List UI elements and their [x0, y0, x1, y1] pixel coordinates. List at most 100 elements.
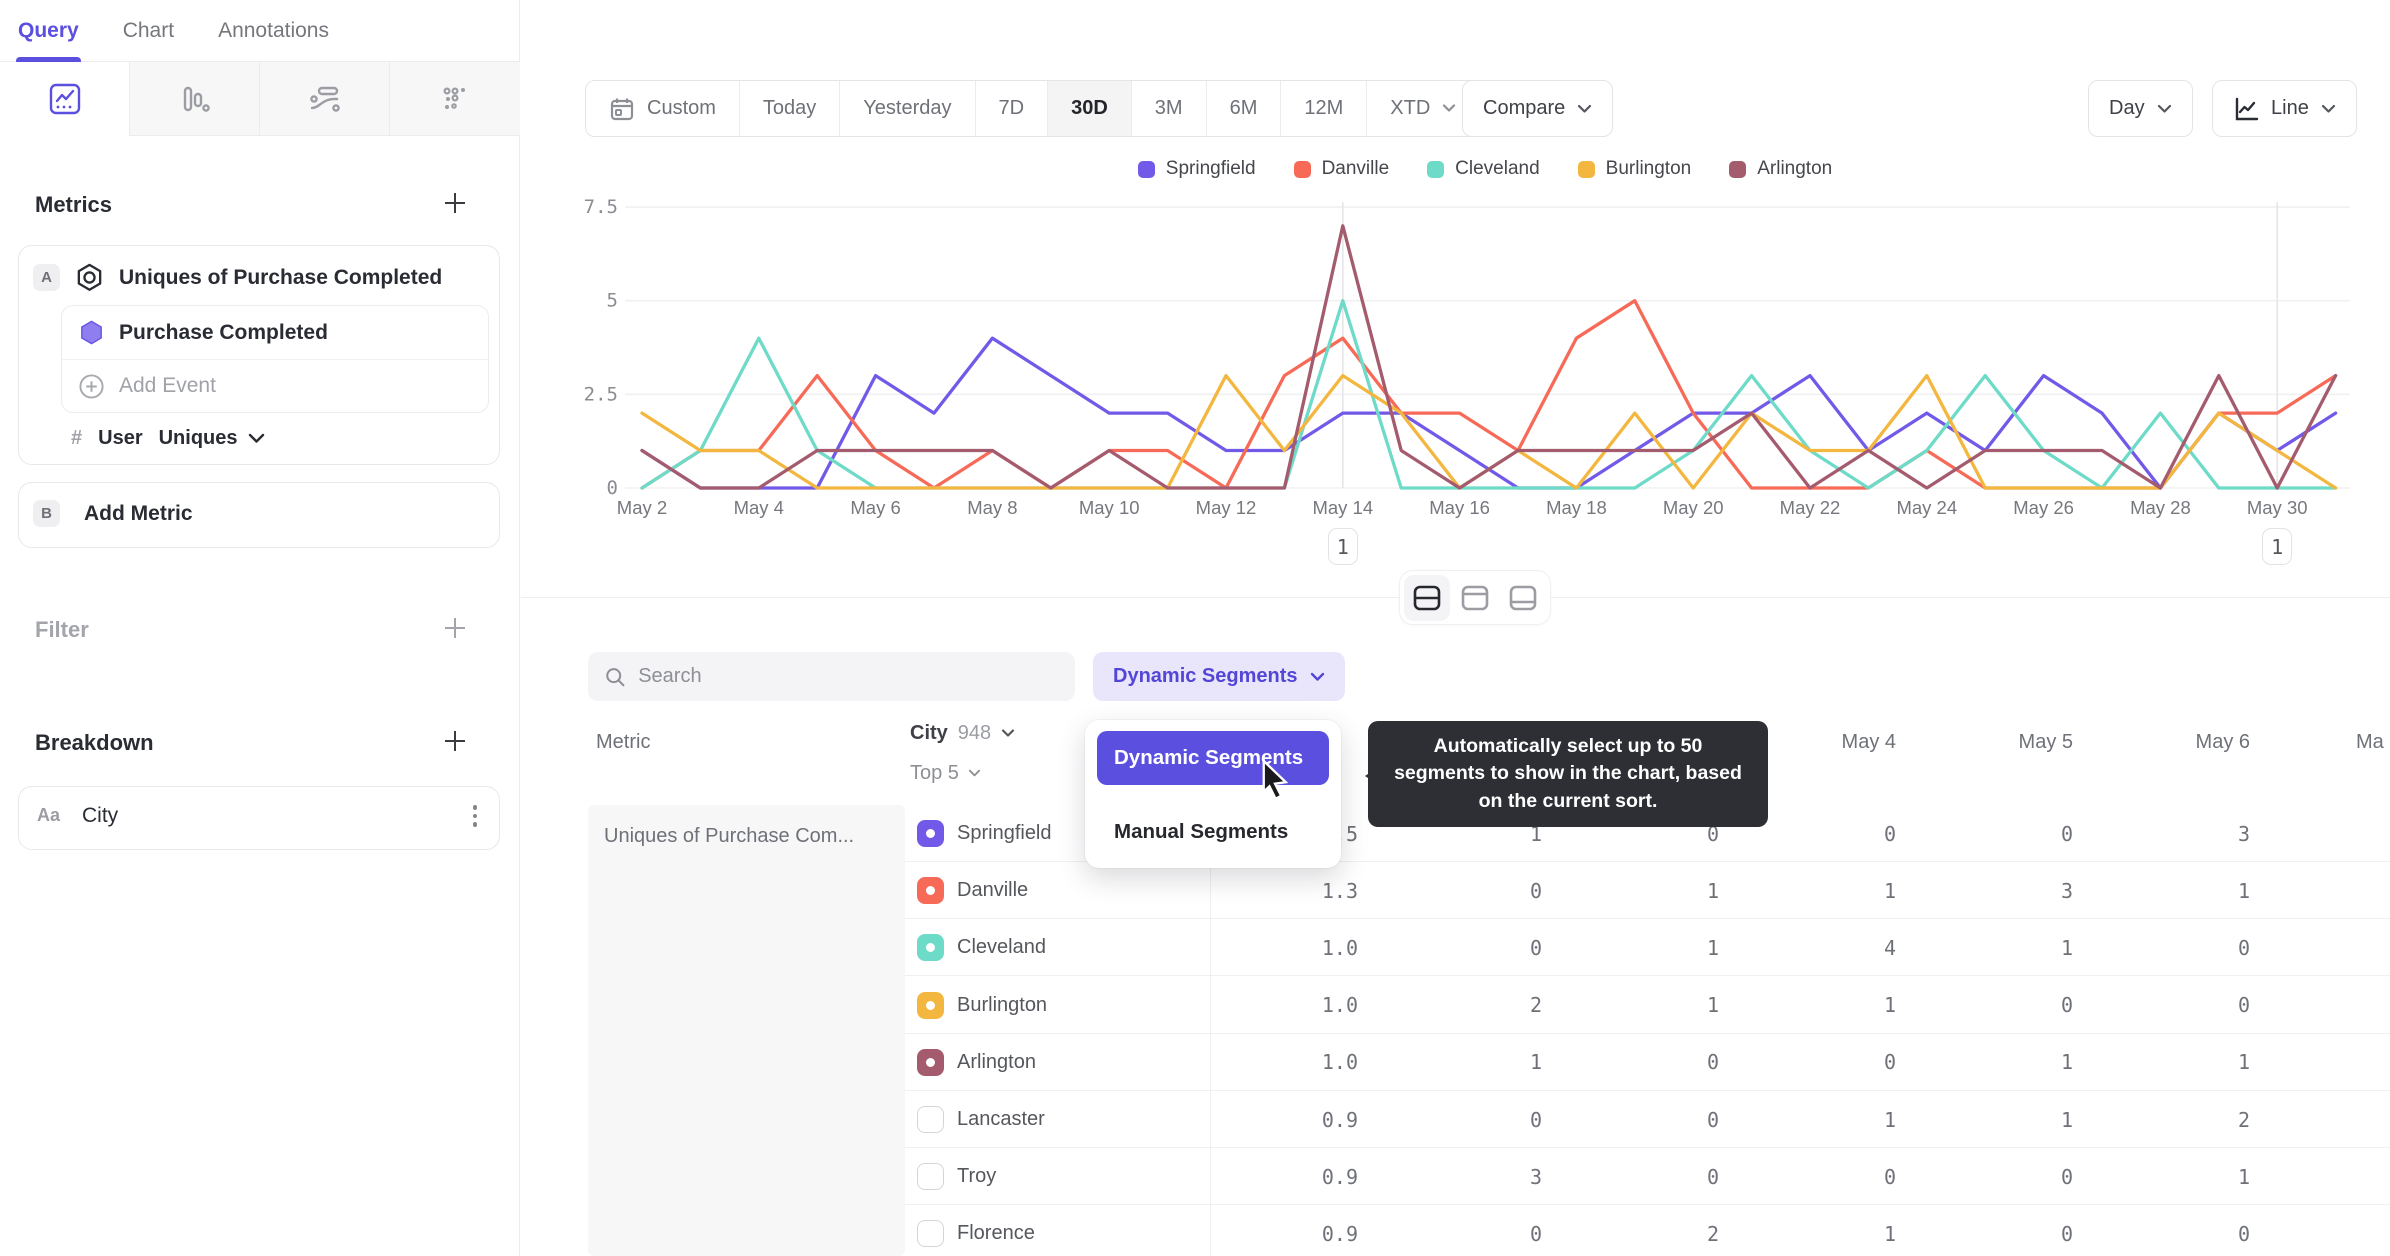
dropdown-item-manual-segments[interactable]: Manual Segments — [1114, 820, 1289, 843]
chart-type-scatter-icon[interactable] — [390, 62, 520, 136]
legend-item-burlington[interactable]: Burlington — [1577, 158, 1692, 180]
value-cell: 0 — [2237, 1221, 2250, 1246]
svg-text:2.5: 2.5 — [584, 383, 618, 405]
chart-type-bar-chart-icon[interactable] — [130, 62, 260, 136]
segment-checkbox-checked[interactable] — [917, 877, 944, 905]
date-range-xtd[interactable]: XTD — [1367, 81, 1480, 136]
measure-row[interactable]: # User Uniques — [19, 413, 499, 466]
value-cell: 0 — [1529, 935, 1542, 960]
line-chart[interactable]: 0 2.5 5 7.5 May 2 May 4 May 6 May 8 May 10 May 12… — [560, 192, 2390, 532]
measure-aggregation: Uniques — [158, 427, 238, 449]
date-range-12m[interactable]: 12M — [1281, 81, 1368, 136]
value-cell: 0 — [2237, 993, 2250, 1018]
value-cell: 2 — [2237, 1107, 2250, 1132]
tab-annotations[interactable]: Annotations — [218, 18, 329, 42]
search-input[interactable] — [638, 665, 1059, 688]
value-cell: 3 — [1529, 1164, 1542, 1189]
metric-row-group-cell: Uniques of Purchase Com... — [588, 805, 905, 1256]
sidebar-tabbar: Query Chart Annotations — [0, 0, 520, 62]
annotation-badge[interactable]: 1 — [1327, 528, 1358, 565]
svg-text:May 4: May 4 — [734, 497, 784, 518]
breakdown-column-header[interactable]: City 948 — [910, 722, 1015, 745]
legend-label: Burlington — [1605, 158, 1692, 179]
value-cell: 1 — [1529, 821, 1542, 846]
segment-checkbox-unchecked[interactable] — [917, 1106, 944, 1133]
property-type-icon: Aa — [37, 805, 61, 826]
layout-bottom-button[interactable] — [1500, 575, 1546, 621]
segment-checkbox-checked[interactable] — [917, 1048, 944, 1076]
date-range-today[interactable]: Today — [739, 81, 841, 136]
date-range-7d[interactable]: 7D — [975, 81, 1049, 136]
event-row[interactable]: Purchase Completed — [62, 306, 488, 359]
add-event-label: Add Event — [119, 374, 216, 397]
segment-checkbox-unchecked[interactable] — [917, 1163, 944, 1191]
dropdown-item-dynamic-segments[interactable]: Dynamic Segments — [1097, 731, 1329, 785]
date-range-6m[interactable]: 6M — [1206, 81, 1282, 136]
value-cell: 1 — [2237, 878, 2250, 903]
annotation-badge[interactable]: 1 — [2262, 528, 2293, 565]
date-range-custom[interactable]: Custom — [586, 81, 740, 136]
table-row: Lancaster 0.9 0 0 1 1 2 — [905, 1091, 2390, 1148]
tooltip-text: Automatically select up to 50 segments t… — [1394, 735, 1742, 812]
legend-color-chip — [1293, 160, 1311, 178]
value-cell: 2 — [1529, 993, 1542, 1018]
search-icon — [606, 667, 625, 686]
layout-top-button[interactable] — [1452, 575, 1498, 621]
value-cell: 1 — [1706, 993, 1719, 1018]
value-cell: 0 — [1706, 1164, 1719, 1189]
svg-text:May 14: May 14 — [1312, 497, 1373, 518]
average-value-cell: 1.0 — [1321, 993, 1358, 1018]
metric-column-header: Metric — [596, 731, 651, 753]
add-filter-plus-icon[interactable] — [440, 613, 470, 643]
segment-city-label: Burlington — [957, 993, 1048, 1016]
granularity-label: Day — [2109, 97, 2145, 119]
top-n-selector[interactable]: Top 5 — [910, 762, 981, 785]
breakdown-city-card[interactable]: Aa City — [18, 786, 500, 850]
add-breakdown-plus-icon[interactable] — [440, 726, 470, 756]
svg-text:May 8: May 8 — [967, 497, 1017, 518]
day-column-header: May 6 — [2195, 731, 2250, 753]
segments-mode-button[interactable]: Dynamic Segments — [1093, 652, 1345, 701]
chart-type-line-chart-icon[interactable] — [0, 62, 130, 136]
segment-checkbox-checked[interactable] — [917, 934, 944, 962]
legend-color-chip — [1137, 160, 1155, 178]
metric-b-card[interactable]: B Add Metric — [18, 482, 500, 548]
legend-item-springfield[interactable]: Springfield — [1137, 158, 1256, 180]
kebab-menu-icon[interactable] — [469, 801, 482, 831]
date-range-30d[interactable]: 30D — [1048, 81, 1132, 136]
add-metric-plus-icon[interactable] — [440, 188, 470, 218]
average-value-cell: 0.9 — [1321, 1221, 1358, 1246]
chart-type-flow-icon[interactable] — [260, 62, 390, 136]
average-value-cell: 0.9 — [1321, 1164, 1358, 1189]
tab-query[interactable]: Query — [16, 0, 81, 62]
add-event-row[interactable]: Add Event — [62, 359, 488, 412]
date-range-yesterday[interactable]: Yesterday — [840, 81, 976, 136]
metric-a-title[interactable]: Uniques of Purchase Completed — [119, 265, 443, 289]
granularity-button[interactable]: Day — [2088, 80, 2193, 137]
legend-item-danville[interactable]: Danville — [1293, 158, 1389, 180]
segment-checkbox-checked[interactable] — [917, 820, 944, 847]
value-cell: 2 — [1706, 1221, 1719, 1246]
layout-split-button[interactable] — [1404, 574, 1450, 621]
value-cell: 0 — [1529, 1107, 1542, 1132]
tab-chart[interactable]: Chart — [122, 18, 175, 42]
chevron-down-icon — [1443, 104, 1456, 112]
day-column-header-partial: Ma — [2356, 731, 2384, 753]
svg-text:May 12: May 12 — [1196, 497, 1257, 518]
value-cell: 1 — [2237, 1050, 2250, 1075]
value-cell: 4 — [1883, 935, 1896, 960]
segment-checkbox-unchecked[interactable] — [917, 1220, 944, 1248]
legend-item-cleveland[interactable]: Cleveland — [1427, 158, 1540, 180]
value-cell: 0 — [2060, 1221, 2073, 1246]
date-range-3m[interactable]: 3M — [1131, 81, 1207, 136]
svg-text:0: 0 — [607, 477, 618, 499]
compare-button[interactable]: Compare — [1462, 80, 1614, 137]
svg-text:May 2: May 2 — [617, 497, 667, 518]
svg-text:May 6: May 6 — [850, 497, 900, 518]
date-range-picker: Custom Today Yesterday 7D 30D 3M 6M 12M XTD — [585, 80, 1481, 137]
legend-item-arlington[interactable]: Arlington — [1729, 158, 1832, 180]
segment-checkbox-checked[interactable] — [917, 991, 944, 1019]
value-cell: 1 — [1529, 1050, 1542, 1075]
segment-city-label: Troy — [957, 1165, 997, 1188]
chart-style-button[interactable]: Line — [2212, 80, 2357, 137]
